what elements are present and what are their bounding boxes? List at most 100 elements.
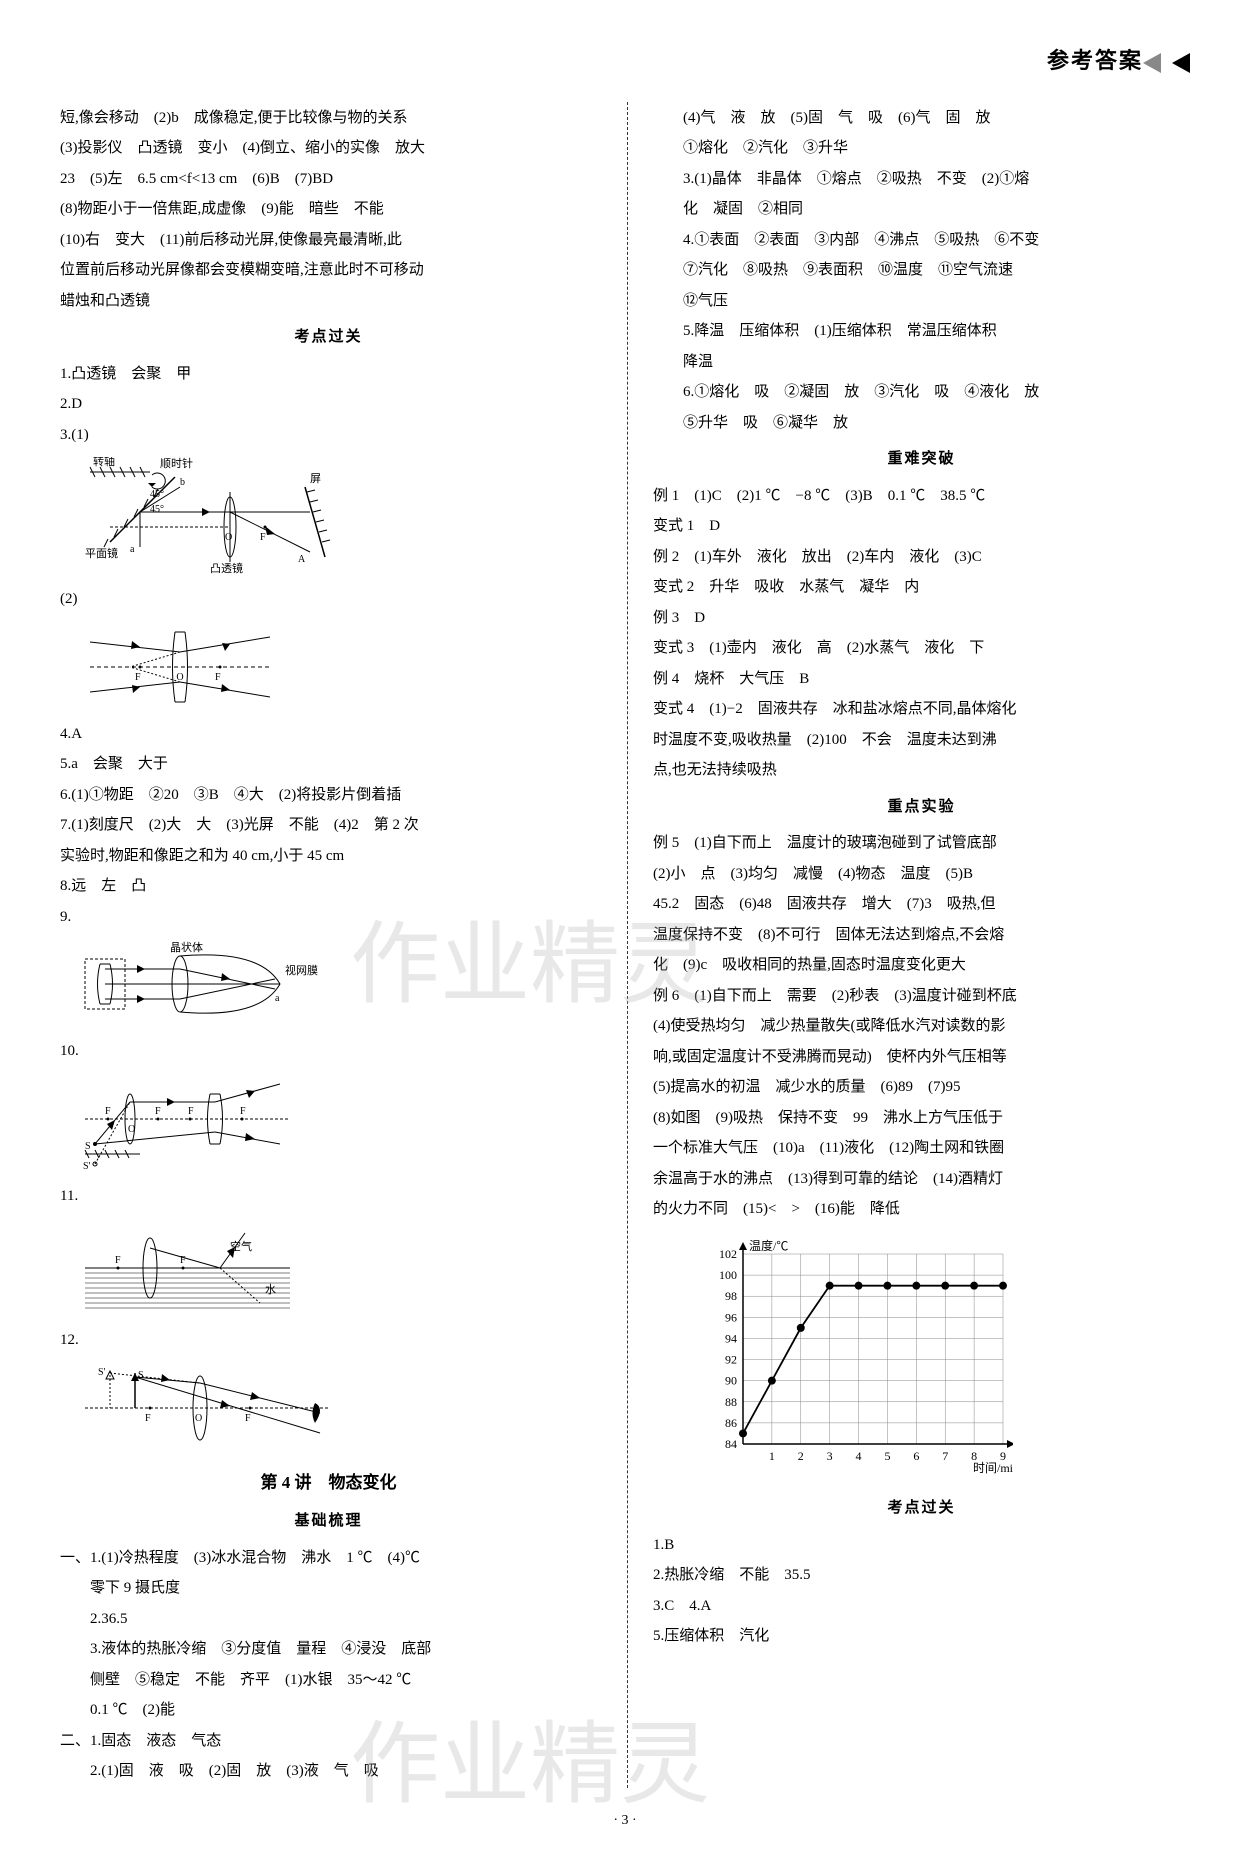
arrow-icon (1143, 53, 1161, 73)
svg-text:F: F (240, 1106, 246, 1117)
text-line: 时温度不变,吸收热量 (2)100 不会 温度未达到沸 (653, 726, 1190, 755)
svg-text:102: 102 (719, 1247, 737, 1261)
text-line: 2.(1)固 液 吸 (2)固 放 (3)液 气 吸 (60, 1757, 597, 1786)
text-line: 变式 2 升华 吸收 水蒸气 凝华 内 (653, 573, 1190, 602)
svg-text:O: O (195, 1413, 202, 1424)
text-line: 蜡烛和凸透镜 (60, 287, 597, 316)
svg-text:O: O (225, 532, 232, 543)
svg-text:S': S' (83, 1161, 91, 1172)
svg-text:a: a (130, 544, 135, 555)
section-title: 重点实验 (653, 793, 1190, 822)
text-line: 45.2 固态 (6)48 固液共存 增大 (7)3 吸热,但 (653, 890, 1190, 919)
text-line: 例 6 (1)自下而上 需要 (2)秒表 (3)温度计碰到杯底 (653, 982, 1190, 1011)
arrow-icon (1172, 53, 1190, 73)
text-line: 3.液体的热胀冷缩 ③分度值 量程 ④浸没 底部 (60, 1635, 597, 1664)
text-line: 4.①表面 ②表面 ③内部 ④沸点 ⑤吸热 ⑥不变 (653, 226, 1190, 255)
section-title: 重难突破 (653, 445, 1190, 474)
svg-text:空气: 空气 (230, 1239, 252, 1253)
text-line: 变式 4 (1)−2 固液共存 冰和盐冰熔点不同,晶体熔化 (653, 695, 1190, 724)
text-line: ⑫气压 (653, 287, 1190, 316)
text-line: 一、1.(1)冷热程度 (3)冰水混合物 沸水 1 ℃ (4)℃ (60, 1544, 597, 1573)
svg-text:86: 86 (725, 1416, 737, 1430)
chapter-title: 第 4 讲 物态变化 (60, 1467, 597, 1499)
svg-text:F: F (155, 1106, 161, 1117)
svg-text:F: F (105, 1106, 111, 1117)
svg-text:凸透镜: 凸透镜 (210, 561, 243, 575)
svg-text:F: F (115, 1255, 121, 1266)
svg-text:S': S' (98, 1367, 106, 1378)
svg-text:时间/min: 时间/min (973, 1461, 1013, 1474)
svg-text:90: 90 (725, 1373, 737, 1387)
text-line: 短,像会移动 (2)b 成像稳定,便于比较像与物的关系 (60, 104, 597, 133)
svg-text:F: F (135, 672, 141, 683)
text-line: 5.降温 压缩体积 (1)压缩体积 常温压缩体积 (653, 317, 1190, 346)
text-line: 的火力不同 (15)< > (16)能 降低 (653, 1195, 1190, 1224)
section-title: 基础梳理 (60, 1507, 597, 1536)
svg-text:S: S (85, 1141, 91, 1152)
text-line: 实验时,物距和像距之和为 40 cm,小于 45 cm (60, 842, 597, 871)
svg-text:94: 94 (725, 1331, 737, 1345)
diagram-3-1: 转轴 顺时针 平面镜 45° 45° b a 凸透镜 O (60, 457, 597, 577)
text-line: (4)使受热均匀 减少热量散失(或降低水汽对读数的影 (653, 1012, 1190, 1041)
text-line: 0.1 ℃ (2)能 (60, 1696, 597, 1725)
text-line: 例 5 (1)自下而上 温度计的玻璃泡碰到了试管底部 (653, 829, 1190, 858)
text-line: 变式 3 (1)壶内 液化 高 (2)水蒸气 液化 下 (653, 634, 1190, 663)
text-line: ⑤升华 吸 ⑥凝华 放 (653, 409, 1190, 438)
svg-text:F: F (215, 672, 221, 683)
text-line: 11. (60, 1182, 597, 1211)
svg-text:F: F (145, 1413, 151, 1424)
svg-text:6: 6 (913, 1449, 919, 1463)
svg-text:b: b (180, 477, 185, 488)
svg-text:F: F (245, 1413, 251, 1424)
text-line: 余温高于水的沸点 (13)得到可靠的结论 (14)酒精灯 (653, 1165, 1190, 1194)
text-line: 2.36.5 (60, 1605, 597, 1634)
svg-text:F: F (188, 1106, 194, 1117)
diagram-9: 晶状体 视网膜 a (60, 939, 597, 1029)
text-line: 5.压缩体积 汽化 (653, 1622, 1190, 1651)
text-line: 例 1 (1)C (2)1 ℃ −8 ℃ (3)B 0.1 ℃ 38.5 ℃ (653, 482, 1190, 511)
text-line: 10. (60, 1037, 597, 1066)
diagram-3-2: O F F (60, 622, 597, 712)
svg-text:1: 1 (769, 1449, 775, 1463)
page-header: 参考答案 (60, 40, 1190, 82)
text-line: 变式 1 D (653, 512, 1190, 541)
text-line: (2) (60, 585, 597, 614)
diagram-11: F F 空气 水 (60, 1218, 597, 1318)
svg-text:O: O (176, 672, 183, 683)
text-line: 一个标准大气压 (10)a (11)液化 (12)陶土网和铁圈 (653, 1134, 1190, 1163)
text-line: 位置前后移动光屏像都会变模糊变暗,注意此时不可移动 (60, 256, 597, 285)
text-line: 2.热胀冷缩 不能 35.5 (653, 1561, 1190, 1590)
text-line: 9. (60, 903, 597, 932)
svg-text:视网膜: 视网膜 (285, 963, 318, 977)
text-line: 例 4 烧杯 大气压 B (653, 665, 1190, 694)
left-column: 短,像会移动 (2)b 成像稳定,便于比较像与物的关系 (3)投影仪 凸透镜 变… (60, 102, 597, 1788)
text-line: 8.远 左 凸 (60, 872, 597, 901)
text-line: 2.D (60, 390, 597, 419)
text-line: 3.C 4.A (653, 1592, 1190, 1621)
svg-text:O: O (128, 1124, 135, 1135)
svg-text:5: 5 (884, 1449, 890, 1463)
text-line: 6.(1)①物距 ②20 ③B ④大 (2)将投影片倒着插 (60, 781, 597, 810)
text-line: 3.(1)晶体 非晶体 ①熔点 ②吸热 不变 (2)①熔 (653, 165, 1190, 194)
section-title: 考点过关 (60, 323, 597, 352)
svg-text:温度/℃: 温度/℃ (749, 1238, 788, 1253)
svg-text:晶状体: 晶状体 (170, 940, 203, 954)
text-line: 例 3 D (653, 604, 1190, 633)
text-line: (2)小 点 (3)均匀 减慢 (4)物态 温度 (5)B (653, 860, 1190, 889)
text-line: ⑦汽化 ⑧吸热 ⑨表面积 ⑩温度 ⑪空气流速 (653, 256, 1190, 285)
text-line: (3)投影仪 凸透镜 变小 (4)倒立、缩小的实像 放大 (60, 134, 597, 163)
text-line: 6.①熔化 吸 ②凝固 放 ③汽化 吸 ④液化 放 (653, 378, 1190, 407)
header-title: 参考答案 (1047, 48, 1143, 73)
text-line: 化 (9)c 吸收相同的热量,固态时温度变化更大 (653, 951, 1190, 980)
text-line: 1.B (653, 1531, 1190, 1560)
svg-text:96: 96 (725, 1310, 737, 1324)
text-line: 23 (5)左 6.5 cm<f<13 cm (6)B (7)BD (60, 165, 597, 194)
text-line: 12. (60, 1326, 597, 1355)
content-columns: 短,像会移动 (2)b 成像稳定,便于比较像与物的关系 (3)投影仪 凸透镜 变… (60, 102, 1190, 1788)
text-line: 响,或固定温度计不受沸腾而晃动) 使杯内外气压相等 (653, 1043, 1190, 1072)
text-line: (8)如图 (9)吸热 保持不变 99 沸水上方气压低于 (653, 1104, 1190, 1133)
svg-text:88: 88 (725, 1395, 737, 1409)
page-number: · 3 · (60, 1808, 1190, 1835)
svg-text:4: 4 (856, 1449, 862, 1463)
svg-text:屏: 屏 (310, 472, 321, 485)
